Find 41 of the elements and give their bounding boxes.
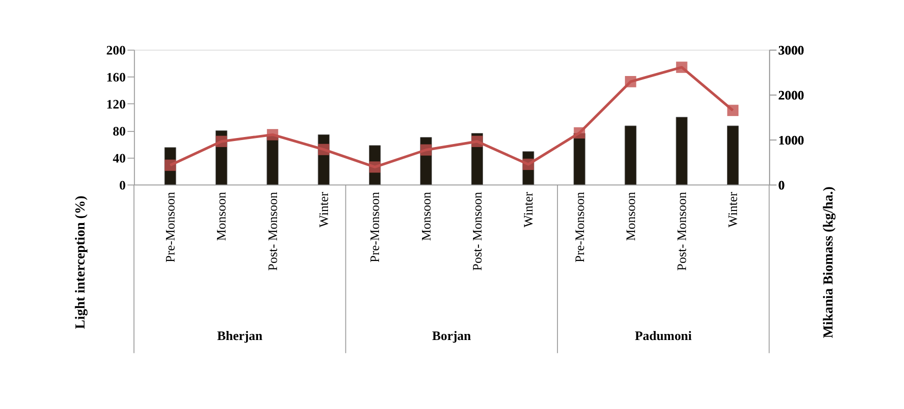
y2-tick-label: 3000 bbox=[778, 42, 804, 58]
point bbox=[266, 129, 278, 140]
point bbox=[318, 144, 330, 156]
x-tick-label: Pre-Monsoon bbox=[162, 191, 178, 262]
y2-tick-label: 2000 bbox=[778, 87, 804, 102]
bar bbox=[574, 133, 586, 185]
x-tick-label: Winter bbox=[316, 191, 332, 228]
y-tick-label: 160 bbox=[106, 69, 126, 84]
point bbox=[472, 136, 483, 148]
bar bbox=[266, 136, 278, 185]
y2-tick-label: 0 bbox=[778, 177, 785, 192]
point bbox=[624, 76, 636, 88]
y-axis-title: Light interception (%) bbox=[72, 196, 89, 329]
point bbox=[676, 62, 688, 73]
bar bbox=[676, 116, 688, 185]
x-tick-label: Pre-Monsoon bbox=[572, 191, 587, 262]
x-tick-label: Post- Monsoon bbox=[264, 191, 280, 271]
y2-axis-title: Mikania Biomass (kg/ha.) bbox=[820, 186, 836, 338]
x-tick-label: Post- Monsoon bbox=[469, 191, 484, 271]
y2-tick-label: 1000 bbox=[778, 132, 804, 148]
text: Borjan bbox=[432, 328, 472, 344]
point bbox=[216, 136, 228, 148]
text: Bherjan bbox=[217, 328, 264, 344]
x-tick-label: Monsoon bbox=[418, 191, 434, 241]
point bbox=[727, 104, 738, 116]
point bbox=[420, 144, 432, 156]
y-tick-label: 40 bbox=[112, 150, 126, 166]
bar bbox=[624, 126, 636, 185]
x-tick-label: Winter bbox=[725, 191, 740, 228]
y-tick-label: 80 bbox=[112, 123, 126, 138]
x-tick-label: Pre-Monsoon bbox=[367, 191, 382, 262]
x-tick-label: Post- Monsoon bbox=[674, 191, 690, 271]
text: Padumoni bbox=[634, 328, 692, 344]
y-tick-label: 120 bbox=[106, 96, 126, 112]
x-tick-label: Monsoon bbox=[214, 191, 229, 241]
y-tick-label: 0 bbox=[119, 177, 126, 192]
y-tick-label: 200 bbox=[106, 42, 126, 58]
bar bbox=[727, 126, 739, 185]
x-tick-label: Monsoon bbox=[622, 191, 638, 241]
point bbox=[574, 127, 586, 139]
x-tick-label: Winter bbox=[520, 191, 536, 228]
